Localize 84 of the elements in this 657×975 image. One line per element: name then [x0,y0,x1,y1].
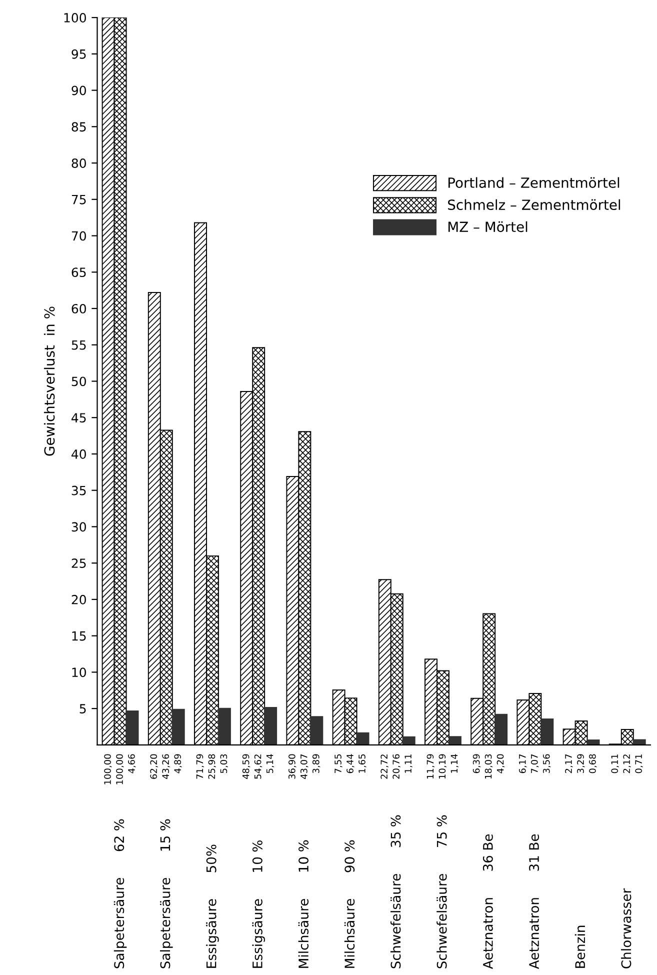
data-label: 2,17 [565,754,573,774]
data-label: 18,03 [484,754,493,778]
data-label: 3,56 [542,754,551,774]
y-tick-label: 15 [72,631,86,641]
y-tick-label: 75 [72,195,86,204]
x-tick-label: Aetznatron 31 Be [529,834,540,970]
x-tick-label: Schwefelsäure 75 % [436,815,447,968]
y-tick-label: 70 [72,231,86,241]
y-tick-label: 50 [72,376,86,386]
y-tick-label: 30 [72,522,86,532]
bar [218,708,231,745]
data-label: 62,20 [150,754,158,779]
data-label: 0,71 [635,754,643,774]
data-label: 1,14 [450,754,459,773]
x-tick-label: Essigsäure 50% [206,844,219,968]
data-label: 6,44 [346,754,354,774]
y-tick-label: 40 [72,449,86,459]
y-tick-label: 95 [72,49,86,59]
bar [540,718,554,745]
x-tick-label: Salpetersäure 15 % [160,819,173,968]
bar [586,739,600,745]
data-label: 4,89 [174,754,182,774]
y-tick-label: 45 [72,413,86,423]
x-tick-label: Milchsäure 10 % [298,840,309,968]
data-label: 25,98 [208,754,216,779]
data-label: 11,79 [426,754,435,778]
legend-label: Portland – Zementmörtel [448,177,620,188]
data-label: 100,00 [104,754,112,784]
data-label: 48,59 [242,754,250,780]
legend-label: MZ – Mörtel [448,221,528,232]
y-tick-label: 60 [72,304,86,314]
y-tick-label: 25 [72,558,86,568]
x-tick-label: Benzin [574,926,586,968]
data-label: 0,11 [611,754,619,774]
data-label: 3,29 [577,754,585,774]
bar [402,736,416,745]
bar [494,714,508,745]
y-tick-label: 20 [72,594,86,604]
x-tick-label: Aetznatron 36 Be [482,834,493,970]
data-label: 2,12 [623,754,631,774]
bar [172,708,185,745]
x-tick-label: Milchsäure 90 % [344,840,355,968]
data-label: 71,79 [196,754,204,779]
data-label: 7,07 [530,754,539,773]
y-tick-label: 85 [72,122,86,132]
y-tick-label: 80 [72,158,86,168]
x-tick-label: Essigsäure 10 % [252,840,265,968]
y-tick-label: 100 [64,13,86,22]
x-tick-label: Chlorwasser [620,888,632,968]
data-label: 4,66 [128,754,136,774]
bar [448,736,462,745]
data-label: 5,14 [266,754,274,774]
data-label: 3,89 [312,754,320,774]
data-label: 6,39 [472,754,481,774]
y-tick-label: 10 [72,668,86,678]
y-tick-label: 65 [72,268,86,278]
data-label: 1,11 [404,754,412,773]
data-label: 54,62 [254,754,262,779]
legend-label: Schmelz – Zementmörtel [448,199,620,210]
data-label: 4,20 [496,754,505,774]
data-label: 20,76 [392,754,400,779]
data-label: 5,03 [220,754,228,774]
y-tick-label: 35 [72,486,86,496]
x-tick-label: Salpetersäure 62 % [114,819,127,968]
data-label: 6,17 [518,754,527,774]
data-label: 0,68 [589,754,597,774]
y-axis-title: Gewichtsverlust in % [44,306,55,456]
bar [126,710,139,745]
bar [310,716,324,745]
bar [356,732,370,745]
y-tick-label: 5 [80,704,86,714]
y-tick-label: 55 [72,340,86,350]
data-label: 22,72 [380,754,388,779]
data-label: 100,00 [116,754,124,784]
data-label: 1,65 [358,754,366,773]
data-label: 36,90 [288,754,296,779]
bar [264,707,278,745]
data-label: 43,26 [162,754,170,780]
x-tick-label: Schwefelsäure 35 % [390,815,401,968]
data-label: 7,55 [334,754,342,773]
data-label: 43,07 [300,754,308,780]
data-label: 10,19 [438,754,447,778]
bar [632,739,646,745]
y-tick-label: 90 [72,86,86,96]
